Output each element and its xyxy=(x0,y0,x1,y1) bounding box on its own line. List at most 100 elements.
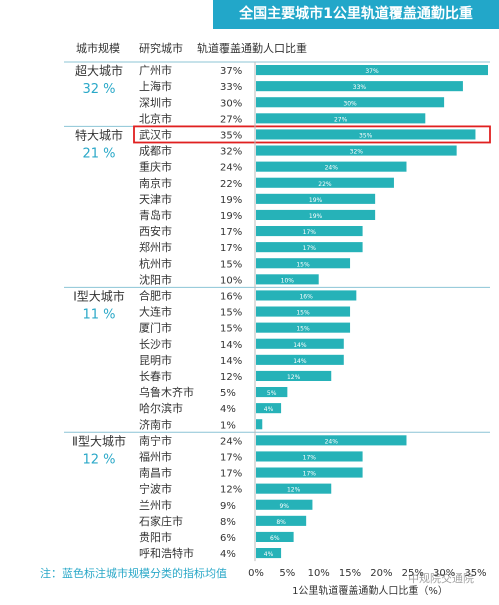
bar xyxy=(256,81,463,92)
city-label: 西安市 xyxy=(139,224,172,238)
x-tick-label: 0% xyxy=(248,568,264,579)
city-label: 沈阳市 xyxy=(139,272,172,286)
x-tick-label: 15% xyxy=(339,568,361,579)
bar xyxy=(256,97,445,108)
value-label: 24% xyxy=(220,436,242,447)
city-label: 哈尔滨市 xyxy=(139,401,183,415)
group-name: 超大城市 xyxy=(75,63,123,78)
bar-label: 32% xyxy=(350,149,364,156)
group-name: Ⅰ型大城市 xyxy=(73,288,125,303)
value-label: 30% xyxy=(220,98,242,109)
city-label: 武汉市 xyxy=(139,127,172,141)
city-label: 天津市 xyxy=(139,192,172,206)
value-label: 17% xyxy=(220,227,242,238)
city-label: 青岛市 xyxy=(139,208,172,222)
city-label: 南昌市 xyxy=(139,466,172,480)
value-label: 17% xyxy=(220,452,242,463)
bar xyxy=(256,306,351,317)
value-label: 27% xyxy=(220,114,242,125)
bar-label: 33% xyxy=(353,84,367,91)
plot-area: 超大城市 32 % 广州市 37% 37% 上海市 33% 33% 深圳市 30% 30% 北京市 27… xyxy=(64,61,491,579)
value-label: 24% xyxy=(220,163,242,174)
value-label: 15% xyxy=(220,308,242,319)
bar-label: 17% xyxy=(303,229,317,236)
bar xyxy=(256,435,407,446)
bar-label: 8% xyxy=(276,519,286,526)
city-label: 深圳市 xyxy=(139,95,172,109)
bar-label: 15% xyxy=(296,326,310,333)
highlight-box xyxy=(133,125,491,144)
bar xyxy=(256,419,263,430)
x-tick-label: 10% xyxy=(308,568,330,579)
bar xyxy=(256,113,426,124)
bar xyxy=(256,387,288,398)
title-banner xyxy=(213,0,499,29)
city-label: 厦门市 xyxy=(139,321,172,335)
bar xyxy=(256,65,488,76)
city-label: 合肥市 xyxy=(139,288,172,302)
value-label: 16% xyxy=(220,291,242,302)
bar xyxy=(256,403,282,414)
bar-label: 14% xyxy=(293,342,307,349)
bar-label: 17% xyxy=(303,245,317,252)
x-axis-label: 1公里轨道覆盖通勤人口比重（%） xyxy=(292,584,448,597)
bar xyxy=(256,209,376,220)
value-label: 12% xyxy=(220,485,242,496)
bar xyxy=(256,515,307,526)
value-label: 12% xyxy=(220,372,242,383)
header-city-size: 城市规模 xyxy=(76,41,120,55)
city-label: 郑州市 xyxy=(139,240,172,254)
x-tick-label: 20% xyxy=(370,568,392,579)
value-label: 15% xyxy=(220,259,242,270)
bar-label: 12% xyxy=(287,487,301,494)
value-label: 14% xyxy=(220,340,242,351)
city-label: 北京市 xyxy=(139,111,172,125)
bar-label: 6% xyxy=(270,535,280,542)
bar-label: 22% xyxy=(318,181,332,188)
value-label: 19% xyxy=(220,195,242,206)
bar-label: 24% xyxy=(325,165,339,172)
city-label: 成都市 xyxy=(139,144,172,158)
bar xyxy=(256,451,363,462)
city-label: 济南市 xyxy=(139,417,172,431)
city-label: 长春市 xyxy=(139,369,172,383)
bar-label: 4% xyxy=(264,551,274,558)
value-label: 6% xyxy=(220,533,236,544)
value-label: 1% xyxy=(220,420,236,431)
bar xyxy=(256,145,457,156)
city-label: 南京市 xyxy=(139,176,172,190)
city-label: 广州市 xyxy=(139,63,172,77)
value-label: 17% xyxy=(220,243,242,254)
bar xyxy=(256,258,351,269)
value-label: 5% xyxy=(220,388,236,399)
value-label: 4% xyxy=(220,404,236,415)
x-tick-label: 35% xyxy=(464,568,486,579)
group-mean: 32 % xyxy=(82,82,115,97)
bar xyxy=(256,129,476,140)
header-city: 研究城市 xyxy=(139,41,183,55)
value-label: 9% xyxy=(220,501,236,512)
city-label: 南宁市 xyxy=(139,433,172,447)
value-label: 14% xyxy=(220,356,242,367)
bar xyxy=(256,193,376,204)
bar xyxy=(256,354,344,365)
value-label: 37% xyxy=(220,66,242,77)
bar-label: 4% xyxy=(264,406,274,413)
bar xyxy=(256,370,332,381)
group-name: 特大城市 xyxy=(75,127,123,142)
bar-label: 24% xyxy=(325,438,339,445)
bar xyxy=(256,226,363,237)
city-label: 乌鲁木齐市 xyxy=(139,385,194,399)
city-label: 大连市 xyxy=(139,305,172,319)
value-label: 19% xyxy=(220,211,242,222)
group-mean: 12 % xyxy=(82,452,115,467)
bar xyxy=(256,177,394,188)
city-label: 宁波市 xyxy=(139,482,172,496)
city-label: 昆明市 xyxy=(139,353,172,367)
bar-label: 17% xyxy=(303,454,317,461)
bar-label: 14% xyxy=(293,358,307,365)
bar xyxy=(256,531,294,542)
x-tick-label: 30% xyxy=(433,568,455,579)
value-label: 22% xyxy=(220,179,242,190)
